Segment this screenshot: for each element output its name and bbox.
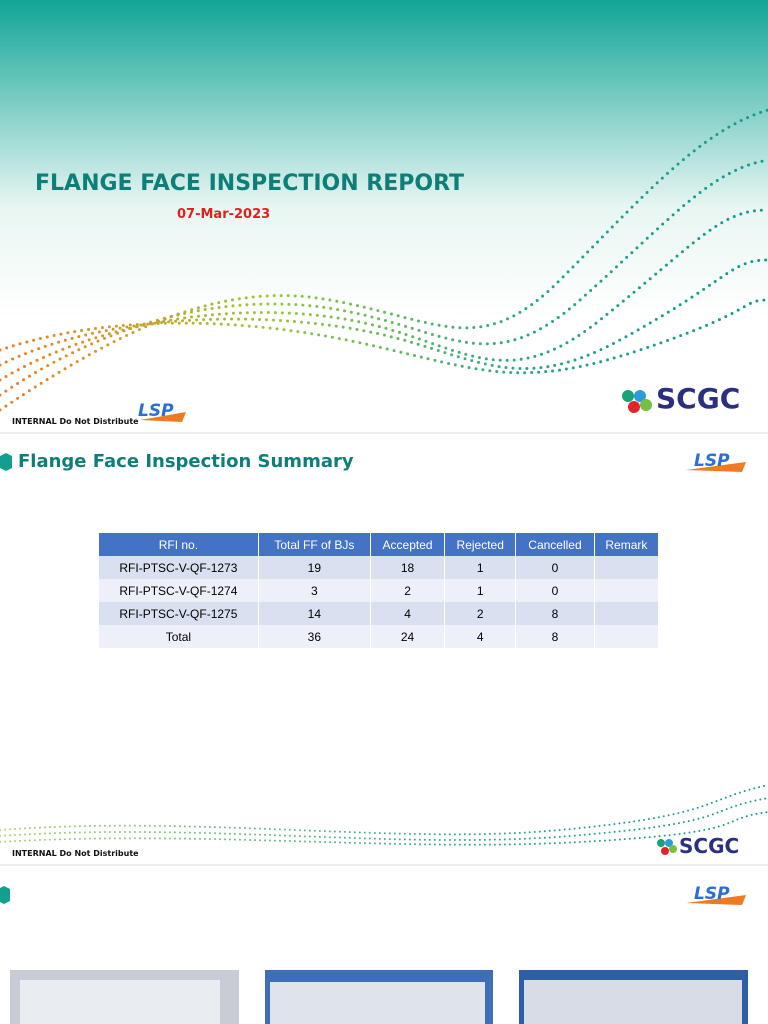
dot-wave xyxy=(0,108,768,412)
report-title: FLANGE FACE INSPECTION REPORT xyxy=(35,171,465,196)
column-header: Rejected xyxy=(444,533,517,556)
table-cell: 1 xyxy=(444,579,517,602)
column-header: Total FF of BJs xyxy=(258,533,371,556)
scgc-logo: SCGC xyxy=(656,382,741,415)
table-cell: RFI-PTSC-V-QF-1275 xyxy=(99,602,259,625)
table-cell xyxy=(594,625,660,648)
table-cell: 19 xyxy=(258,556,371,579)
table-cell: 14 xyxy=(258,602,371,625)
table-cell: 4 xyxy=(370,602,446,625)
lsp-logo: LSP xyxy=(694,451,730,471)
table-cell: 2 xyxy=(370,579,446,602)
table-cell xyxy=(594,556,660,579)
slide-divider xyxy=(0,864,768,866)
column-header: Cancelled xyxy=(515,533,595,556)
table-cell: 8 xyxy=(515,625,595,648)
lsp-logo: LSP xyxy=(138,401,174,421)
table-cell: RFI-PTSC-V-QF-1274 xyxy=(99,579,259,602)
table-cell: 2 xyxy=(444,602,517,625)
summary-table: RFI no. Total FF of BJs Accepted Rejected Ca… xyxy=(99,533,660,648)
footer-note: INTERNAL Do Not Distribute xyxy=(12,849,139,858)
bullet-hex xyxy=(0,453,12,471)
section-heading: Flange Face Inspection Summary xyxy=(18,451,354,472)
table-row: RFI-PTSC-V-QF-1274 3 2 1 0 xyxy=(99,579,660,602)
lsp-logo: LSP xyxy=(694,884,730,904)
photo-thumbnails xyxy=(10,970,748,1024)
table-cell: 0 xyxy=(515,556,595,579)
header-gradient xyxy=(0,0,768,320)
table-cell: 24 xyxy=(370,625,446,648)
table-cell xyxy=(594,602,660,625)
table-cell: 1 xyxy=(444,556,517,579)
dot-wave xyxy=(0,784,768,846)
table-row: RFI-PTSC-V-QF-1275 14 4 2 8 xyxy=(99,602,660,625)
lsp-swoosh xyxy=(140,412,746,905)
table-row: RFI-PTSC-V-QF-1273 19 18 1 0 xyxy=(99,556,660,579)
column-header: Remark xyxy=(594,533,660,556)
column-header: RFI no. xyxy=(99,533,259,556)
table-cell: 8 xyxy=(515,602,595,625)
table-cell: Total xyxy=(99,625,259,648)
table-row: Total 36 24 4 8 xyxy=(99,625,660,648)
table-cell: 18 xyxy=(370,556,446,579)
table-cell: 3 xyxy=(258,579,371,602)
table-cell: 4 xyxy=(444,625,517,648)
report-date: 07-Mar-2023 xyxy=(177,207,271,222)
scgc-icon xyxy=(622,390,677,855)
bullet-hex xyxy=(0,886,10,904)
table-cell: RFI-PTSC-V-QF-1273 xyxy=(99,556,259,579)
table-cell: 0 xyxy=(515,579,595,602)
scgc-logo: SCGC xyxy=(679,834,740,858)
table-cell xyxy=(594,579,660,602)
column-header: Accepted xyxy=(370,533,446,556)
table-cell: 36 xyxy=(258,625,371,648)
footer-note: INTERNAL Do Not Distribute xyxy=(12,417,139,426)
slide-divider xyxy=(0,432,768,434)
